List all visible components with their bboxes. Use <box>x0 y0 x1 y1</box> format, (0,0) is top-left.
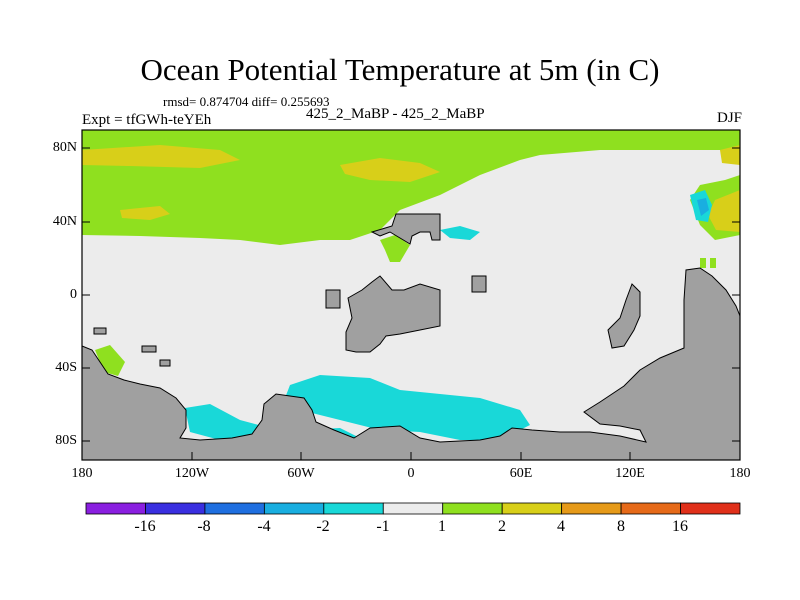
north-pacific-cool-core <box>697 198 709 216</box>
lat-label-40s: 40S <box>55 360 77 375</box>
colorbar-segment <box>680 502 741 515</box>
stats-label: rmsd= 0.874704 diff= 0.255693 <box>163 94 330 109</box>
land-south-america-africa <box>345 275 441 353</box>
lat-label-80s: 80S <box>55 433 77 448</box>
colorbar-segment <box>382 502 444 515</box>
colorbar-label: 8 <box>617 518 625 535</box>
colorbar-segment <box>501 502 563 515</box>
lon-label-120e: 120E <box>615 466 645 481</box>
north-yellow-patch-5 <box>120 206 170 220</box>
atlantic-green-streak <box>380 235 410 262</box>
land-north-africa-europe <box>370 213 441 245</box>
lon-label-180e: 180 <box>729 466 751 481</box>
southern-ocean-cool-band <box>285 375 530 440</box>
land-small-island-5 <box>159 359 171 367</box>
lon-label-60e: 60E <box>509 466 533 481</box>
lon-label-0: 0 <box>407 466 415 481</box>
comparison-label: 425_2_MaBP - 425_2_MaBP <box>306 106 485 122</box>
colorbar-label: 16 <box>672 518 688 535</box>
land-indian-peninsula <box>607 283 641 349</box>
colorbar-segment <box>263 502 325 515</box>
colorbar-segment <box>620 502 681 515</box>
lon-label-120w: 120W <box>174 466 210 481</box>
land-small-island-1 <box>325 289 341 309</box>
colorbar-label: -16 <box>134 518 156 535</box>
land-small-island-4 <box>141 345 157 353</box>
colorbar-segment <box>204 502 265 515</box>
lat-label-40n: 40N <box>52 214 77 229</box>
colorbar-label: 1 <box>438 518 446 535</box>
colorbar-segment <box>85 502 146 515</box>
colorbar-label: -1 <box>376 518 390 535</box>
north-yellow-patch-2 <box>340 158 440 182</box>
colorbar-segment <box>145 502 206 515</box>
colorbar-segment <box>323 502 384 515</box>
colorbar-segment <box>442 502 503 515</box>
lat-tick-marks <box>82 147 740 460</box>
lon-label-60w: 60W <box>287 466 315 481</box>
colorbar <box>85 502 741 515</box>
north-yellow-patch-3 <box>720 145 740 165</box>
colorbar-label: -4 <box>257 518 271 535</box>
mediterranean-cool-patch <box>440 226 480 240</box>
north-yellow-patch-1 <box>82 145 240 168</box>
colorbar-label: -2 <box>316 518 330 535</box>
land-small-island-3 <box>93 327 107 335</box>
map-title: Ocean Potential Temperature at 5m (in C) <box>140 52 660 87</box>
colorbar-label: 2 <box>498 518 506 535</box>
season-label: DJF <box>716 110 742 126</box>
experiment-label: Expt = tfGWh-teYEh <box>82 112 212 128</box>
colorbar-segment <box>561 502 622 515</box>
west-pacific-green-spots <box>700 258 716 268</box>
colorbar-label: 4 <box>557 518 565 535</box>
lat-label-80n: 80N <box>52 140 77 155</box>
land-southwest-block <box>81 267 741 461</box>
colorbar-label: -8 <box>197 518 211 535</box>
land-small-island-2 <box>471 275 487 293</box>
lat-label-0: 0 <box>70 287 77 302</box>
lon-label-180w: 180 <box>71 466 93 481</box>
north-warm-band <box>82 130 740 245</box>
